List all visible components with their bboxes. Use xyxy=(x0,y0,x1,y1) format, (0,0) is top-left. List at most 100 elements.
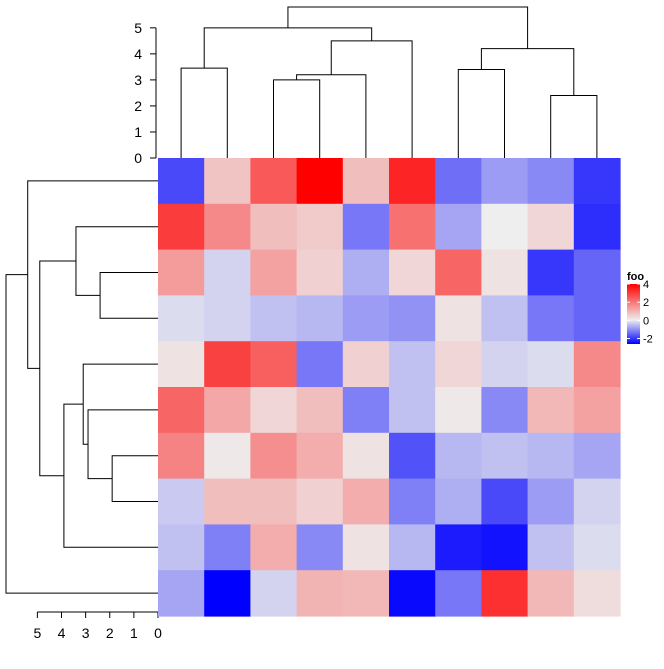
heatmap-cell xyxy=(435,295,482,342)
dendrogram-branch xyxy=(87,409,158,480)
axis-tick-label: 5 xyxy=(33,625,41,641)
dendrogram-branch xyxy=(457,68,505,158)
heatmap-cell xyxy=(250,249,298,296)
heatmap-cell xyxy=(435,432,482,480)
heatmap-cell xyxy=(250,478,298,525)
heatmap-cell xyxy=(296,432,344,480)
heatmap-cell xyxy=(527,432,575,480)
heatmap-cell xyxy=(158,295,205,342)
heatmap-cell xyxy=(527,158,575,205)
dendrogram-branch xyxy=(27,180,158,369)
column-dendrogram xyxy=(180,6,598,158)
heatmap-cell xyxy=(435,203,482,251)
heatmap-cell xyxy=(296,387,344,434)
heatmap-cell xyxy=(342,570,390,617)
heatmap-cell xyxy=(158,432,205,480)
heatmap-cell xyxy=(389,570,436,617)
heatmap-cell xyxy=(389,432,436,480)
heatmap-cell xyxy=(342,524,390,571)
dendrogram-branch xyxy=(82,363,158,445)
heatmap-cell xyxy=(389,295,436,342)
heatmap-cell xyxy=(389,158,436,205)
dendrogram-branch xyxy=(111,455,158,502)
heatmap-cell xyxy=(481,203,529,251)
heatmap-cell xyxy=(527,295,575,342)
column-dendrogram-axis: 0 1 2 3 4 5 xyxy=(134,20,157,166)
axis-tick-label: 0 xyxy=(154,625,162,641)
dendrogram-branch xyxy=(75,226,158,296)
heatmap-cell xyxy=(342,478,390,525)
heatmap-cell xyxy=(527,478,575,525)
heatmap-cell xyxy=(158,341,205,388)
dendrogram-branch xyxy=(480,48,575,96)
heatmap-cell xyxy=(481,295,529,342)
heatmap-cell xyxy=(527,341,575,388)
heatmap-cell xyxy=(250,524,298,571)
heatmap-cell xyxy=(342,341,390,388)
heatmap-cell xyxy=(342,387,390,434)
heatmap-cell xyxy=(250,203,298,251)
axis-tick-label: 2 xyxy=(134,98,142,114)
heatmap-cell xyxy=(250,432,298,480)
heatmap-cell xyxy=(158,570,205,617)
heatmap-cell xyxy=(204,570,251,617)
heatmap-cell xyxy=(481,524,529,571)
heatmap-cell xyxy=(158,249,205,296)
heatmap-cell xyxy=(204,249,251,296)
legend-tick-label: -2 xyxy=(643,334,653,346)
heatmap-cell xyxy=(204,432,251,480)
heatmap-cell xyxy=(527,524,575,571)
heatmap-cell xyxy=(204,341,251,388)
axis-tick-label: 4 xyxy=(58,625,66,641)
heatmap-cell xyxy=(527,387,575,434)
heatmap-cell xyxy=(389,341,436,388)
heatmap-cell xyxy=(296,524,344,571)
heatmap-cell xyxy=(296,478,344,525)
dendrogram-branch xyxy=(5,274,158,594)
axis-tick-label: 1 xyxy=(130,625,138,641)
heatmap-cell xyxy=(342,158,390,205)
dendrogram-branch xyxy=(39,260,76,477)
heatmap-cell xyxy=(204,203,251,251)
legend-tick-label: 2 xyxy=(643,297,649,309)
row-dendrogram xyxy=(5,180,158,594)
heatmap-cell xyxy=(435,387,482,434)
heatmap-cell xyxy=(204,478,251,525)
axis-tick-label: 3 xyxy=(82,625,90,641)
heatmap-cell xyxy=(573,570,621,617)
axis-tick-label: 1 xyxy=(134,124,142,140)
heatmap-cell xyxy=(573,295,621,342)
legend-tick-label: 0 xyxy=(643,315,649,327)
legend-tick-label: 4 xyxy=(643,279,649,291)
heatmap-cell xyxy=(481,432,529,480)
heatmap-cell xyxy=(250,158,298,205)
heatmap-cell xyxy=(250,295,298,342)
dendrogram-branch xyxy=(180,67,228,158)
heatmap-cell xyxy=(481,341,529,388)
heatmap-cell xyxy=(573,478,621,525)
heatmap-cell xyxy=(527,203,575,251)
heatmap-cell xyxy=(573,203,621,251)
heatmap-cell xyxy=(342,249,390,296)
heatmap-cell xyxy=(296,295,344,342)
axis-tick-label: 5 xyxy=(134,20,142,36)
dendrogram-branch xyxy=(550,95,598,158)
heatmap-cell xyxy=(435,249,482,296)
heatmap-cell xyxy=(389,387,436,434)
legend-color-bar xyxy=(627,284,640,344)
heatmap-cell xyxy=(573,158,621,205)
dendrogram-branch xyxy=(287,6,529,49)
heatmap-cell xyxy=(389,524,436,571)
dendrogram-branch xyxy=(99,272,158,319)
legend-title: foo xyxy=(627,271,644,283)
heatmap-cell xyxy=(204,295,251,342)
heatmap-cell xyxy=(342,203,390,251)
heatmap-cell xyxy=(435,524,482,571)
heatmap-cell xyxy=(389,478,436,525)
dendrogram-branch xyxy=(203,27,373,69)
heatmap-cell xyxy=(389,249,436,296)
heatmap-cell xyxy=(204,387,251,434)
heatmap-cell xyxy=(481,249,529,296)
